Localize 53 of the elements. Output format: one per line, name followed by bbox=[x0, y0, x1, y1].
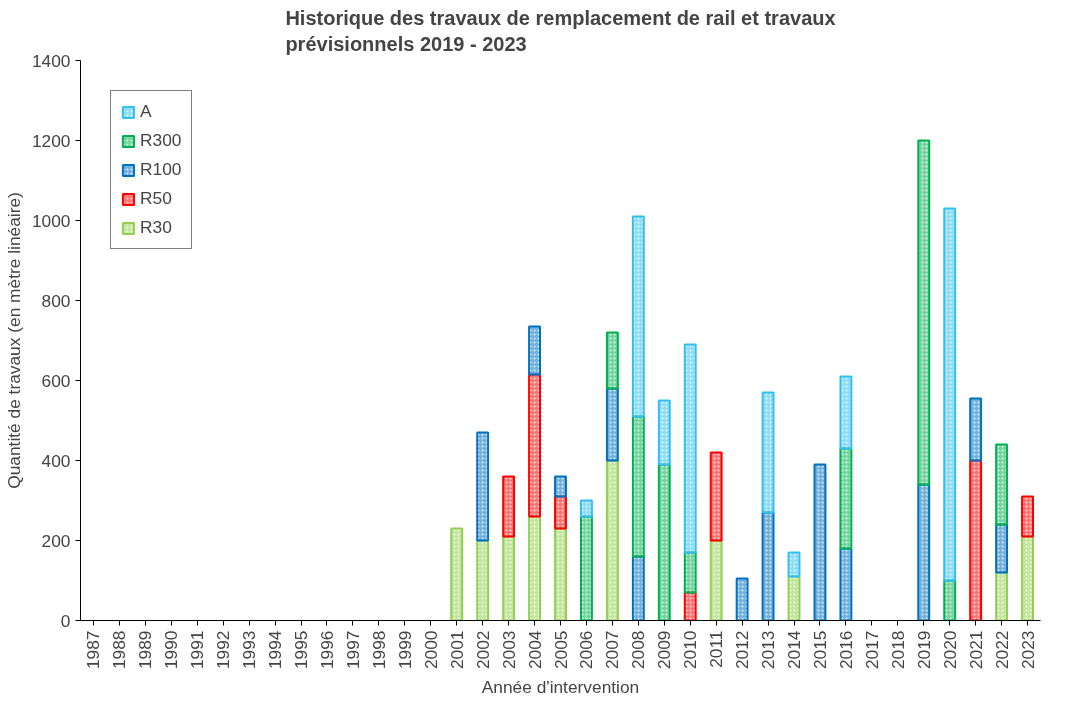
legend-label: A bbox=[140, 101, 153, 122]
x-tick-label: 2007 bbox=[602, 630, 623, 670]
x-tick-label: 1993 bbox=[239, 630, 260, 670]
x-tick-label: 2008 bbox=[628, 630, 649, 670]
x-tick-label: 1995 bbox=[291, 630, 312, 670]
x-tick-label: 2014 bbox=[784, 630, 805, 670]
x-tick-label: 1998 bbox=[368, 630, 389, 670]
x-tick-label: 2015 bbox=[809, 630, 830, 670]
x-tick-label: 2020 bbox=[939, 630, 960, 670]
x-tick-label: 2002 bbox=[472, 630, 493, 670]
x-tick-label: 2004 bbox=[524, 630, 545, 670]
x-tick-label: 1996 bbox=[316, 630, 337, 670]
y-tick-label: 600 bbox=[41, 370, 71, 391]
x-tick-label: 2009 bbox=[654, 630, 675, 670]
x-tick-label: 1999 bbox=[394, 630, 415, 670]
legend-label: R300 bbox=[140, 130, 182, 151]
x-tick-label: 2010 bbox=[680, 630, 701, 670]
y-tick-label: 800 bbox=[41, 290, 71, 311]
y-tick-label: 200 bbox=[41, 530, 71, 551]
x-tick-label: 2001 bbox=[446, 630, 467, 670]
y-tick-label: 1200 bbox=[31, 130, 71, 151]
x-tick-label: 2021 bbox=[965, 630, 986, 670]
x-tick-label: 1997 bbox=[342, 630, 363, 670]
x-tick-label: 1992 bbox=[213, 630, 234, 670]
x-tick-label: 2019 bbox=[913, 630, 934, 670]
x-tick-label: 1987 bbox=[83, 630, 104, 670]
x-tick-label: 2016 bbox=[835, 630, 856, 670]
x-tick-label: 2017 bbox=[861, 630, 882, 670]
x-tick-label: 2013 bbox=[758, 630, 779, 670]
x-tick-label: 2000 bbox=[420, 630, 441, 670]
x-tick-label: 2005 bbox=[550, 630, 571, 670]
legend-label: R50 bbox=[140, 188, 172, 209]
x-tick-label: 2012 bbox=[732, 630, 753, 670]
x-tick-label: 1991 bbox=[187, 630, 208, 670]
y-tick-label: 0 bbox=[60, 610, 71, 631]
x-tick-label: 1989 bbox=[135, 630, 156, 670]
legend-label: R100 bbox=[140, 159, 182, 180]
legend-label: R30 bbox=[140, 217, 172, 238]
x-axis-title: Année d'intervention bbox=[481, 677, 640, 698]
x-tick-label: 2023 bbox=[1017, 630, 1038, 670]
x-tick-label: 2003 bbox=[498, 630, 519, 670]
x-tick-label: 1990 bbox=[161, 630, 182, 670]
y-tick-label: 1000 bbox=[31, 210, 71, 231]
x-tick-label: 2011 bbox=[706, 630, 727, 668]
chart-title: Historique des travaux de remplacement de rail et travaux prévisionnels 2019 - 2023 bbox=[285, 7, 836, 56]
y-axis-title: Quantité de travaux (en mètre linéaire) bbox=[3, 192, 24, 489]
y-tick-label: 1400 bbox=[31, 50, 71, 71]
x-tick-label: 2022 bbox=[991, 630, 1012, 670]
x-tick-label: 2006 bbox=[576, 630, 597, 670]
y-tick-label: 400 bbox=[41, 450, 71, 471]
x-tick-label: 1988 bbox=[109, 630, 130, 670]
x-tick-label: 2018 bbox=[887, 630, 908, 670]
x-tick-label: 1994 bbox=[265, 630, 286, 670]
